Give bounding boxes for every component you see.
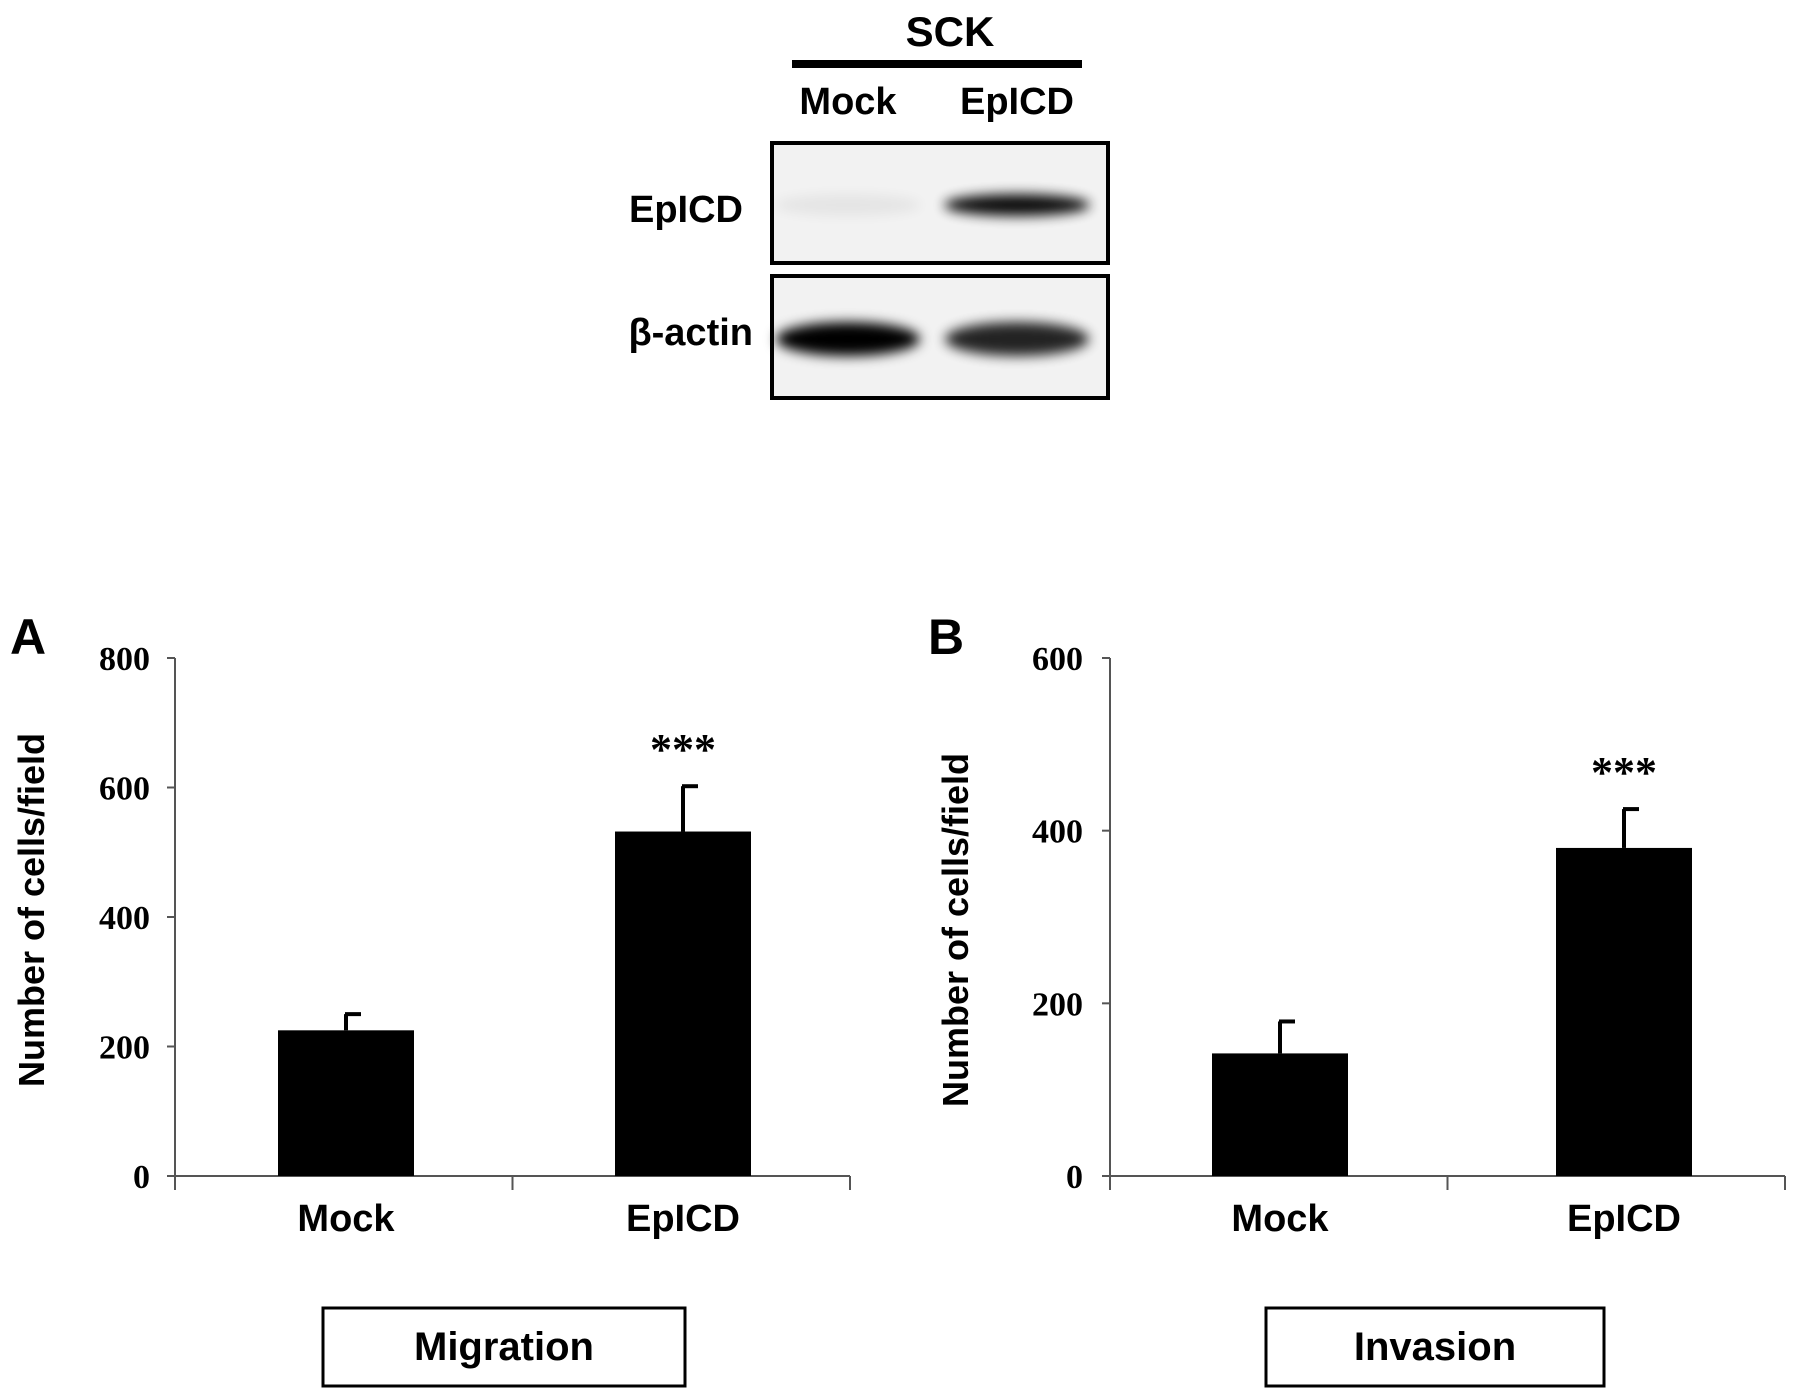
bar — [615, 831, 751, 1176]
blot-band — [944, 194, 1090, 216]
y-axis-label-a: Number of cells/field — [11, 733, 52, 1087]
significance-label: *** — [1591, 748, 1657, 797]
chart-panel-b: B Number of cells/field 0 200 400 600 Mock Ep… — [928, 609, 1786, 1388]
blot-band — [945, 322, 1089, 356]
y-tick-label: 400 — [99, 900, 150, 937]
panel-letter-a: A — [10, 609, 46, 665]
blot-band — [775, 194, 921, 216]
significance-label: *** — [650, 725, 716, 774]
y-tick-label: 0 — [133, 1159, 150, 1196]
x-tick-label: Mock — [297, 1198, 395, 1240]
x-tick-label: EpICD — [1567, 1198, 1681, 1240]
x-tick-label: EpICD — [626, 1198, 740, 1240]
y-tick-label: 800 — [99, 641, 150, 678]
blot-bands-actin — [776, 322, 1089, 356]
blot-row-label-actin: β-actin — [628, 312, 753, 354]
caption-box-a — [321, 1306, 687, 1388]
chart-panel-a: A Number of cells/field 0 200 400 600 800 Moc… — [10, 609, 851, 1388]
y-tick-label: 600 — [1032, 641, 1083, 678]
bar — [278, 1030, 414, 1176]
y-tick-label: 200 — [99, 1030, 150, 1067]
blot-band — [776, 322, 920, 356]
caption-box-b — [1264, 1306, 1606, 1388]
chart-b-plot: 0 200 400 600 Mock EpICD *** — [1032, 641, 1786, 1240]
y-tick-label: 0 — [1066, 1159, 1083, 1196]
y-tick-label: 400 — [1032, 814, 1083, 851]
chart-a-plot: 0 200 400 600 800 Mock EpICD *** — [99, 641, 851, 1240]
bar — [1212, 1053, 1348, 1176]
caption-b: Invasion — [1354, 1325, 1516, 1369]
y-tick-label: 200 — [1032, 986, 1083, 1023]
x-tick-label: Mock — [1231, 1198, 1329, 1240]
caption-a: Migration — [414, 1325, 594, 1369]
panel-letter-b: B — [928, 609, 964, 665]
blot-group-label: SCK — [906, 8, 995, 55]
blot-bands-epicd — [775, 194, 1090, 216]
bar — [1556, 847, 1692, 1176]
blot-lane-label-epicd: EpICD — [960, 81, 1074, 123]
blot-row-label-epicd: EpICD — [629, 189, 743, 231]
y-axis-label-b: Number of cells/field — [935, 753, 976, 1107]
blot-lane-label-mock: Mock — [799, 81, 897, 123]
y-tick-label: 600 — [99, 771, 150, 808]
western-blot: SCK Mock EpICD EpICD β-actin — [628, 8, 1110, 400]
